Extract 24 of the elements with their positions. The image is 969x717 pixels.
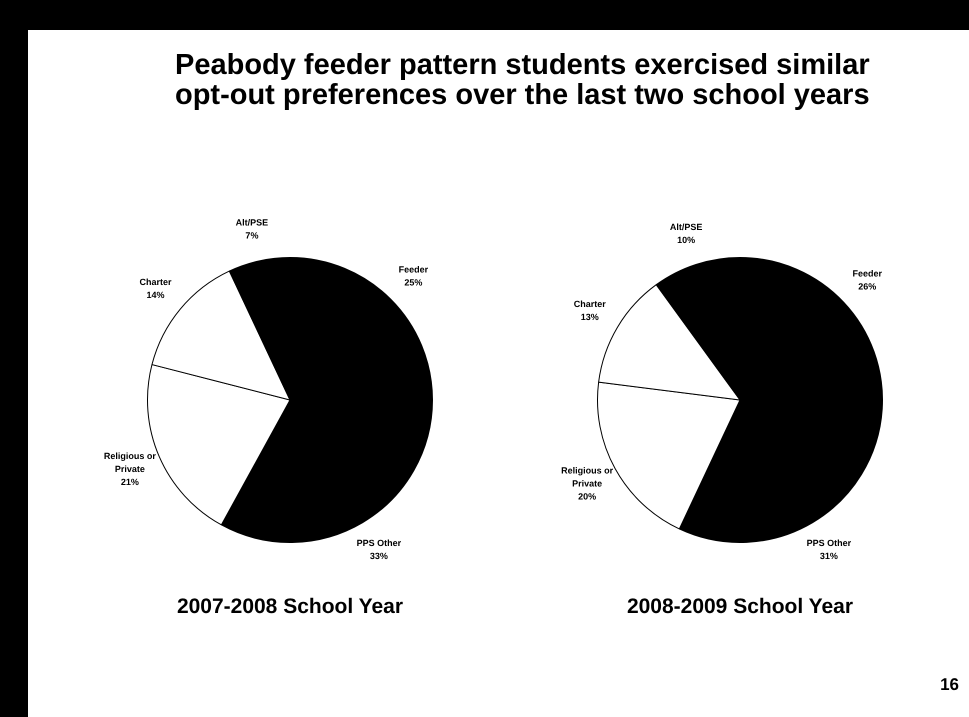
slice-label: Feeder xyxy=(852,268,882,279)
slice-label: Religious or Private xyxy=(561,466,614,489)
slice-label: PPS Other xyxy=(356,538,402,548)
data-label: 13% xyxy=(580,312,599,322)
data-label: 10% xyxy=(677,235,696,246)
slice-label: Charter xyxy=(140,276,172,287)
data-label: 26% xyxy=(858,282,876,292)
data-label: 21% xyxy=(120,476,139,487)
text: 16 xyxy=(940,675,959,695)
data-label: 20% xyxy=(578,492,596,502)
slice-label: Alt/PSE xyxy=(670,222,702,232)
text: 2007-2008 School Year xyxy=(176,595,404,619)
slice-label: Feeder xyxy=(398,264,429,275)
slice-label: Charter xyxy=(574,299,606,310)
slice-label: Religious or Private xyxy=(104,450,156,474)
data-label: 33% xyxy=(370,551,388,562)
slice-label: Alt/PSE xyxy=(236,218,268,228)
slice-label: PPS Other xyxy=(806,538,852,548)
data-label: 14% xyxy=(146,290,165,300)
data-label: 25% xyxy=(404,278,422,288)
text: Peabody feeder pattern students exercised similar opt-out preferences over the last two school years xyxy=(175,49,871,111)
data-label: 7% xyxy=(245,230,258,241)
data-label: 31% xyxy=(820,551,838,562)
text: 2008-2009 School Year xyxy=(626,595,854,619)
